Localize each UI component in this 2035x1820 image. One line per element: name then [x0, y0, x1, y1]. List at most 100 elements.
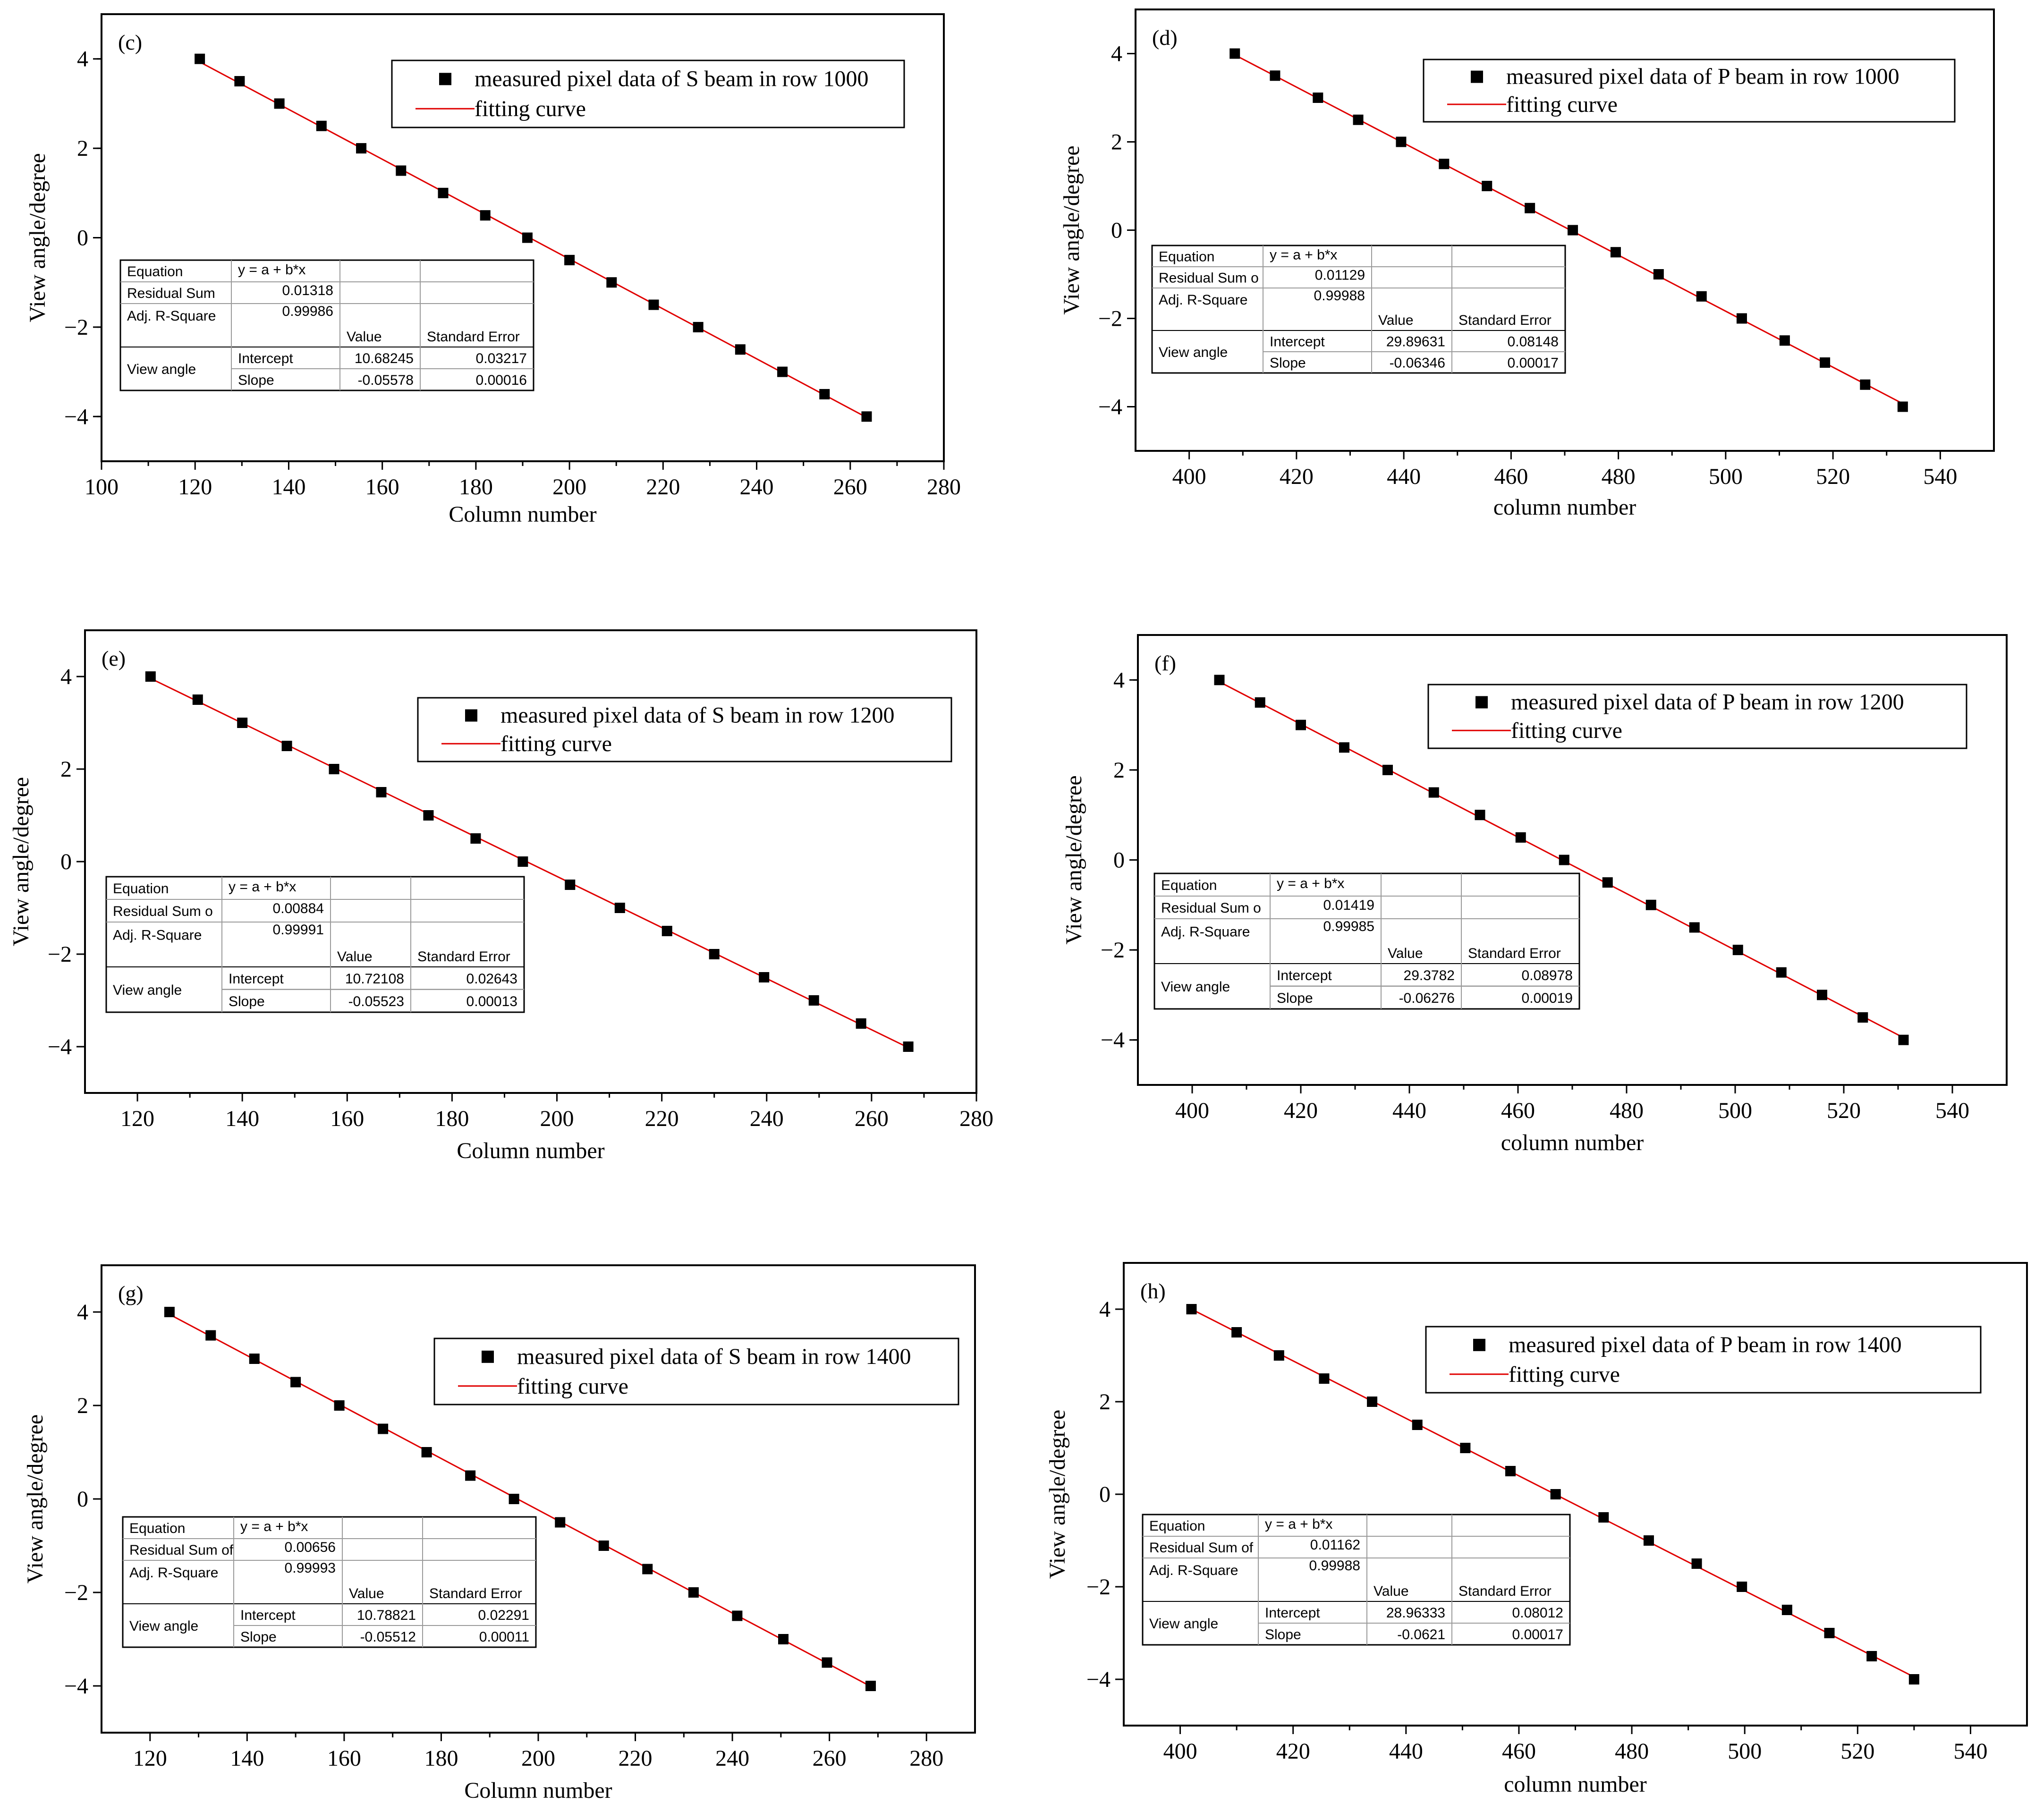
chart-panel-g: 120 140 160 180 200 220 240 260 280 −4 −2 0 2 4 Column…: [23, 1264, 976, 1803]
table-stderr-header: Standard Error: [1458, 313, 1552, 328]
data-point: [564, 254, 575, 265]
fit-results-table: Equation y = a + b*x Residual Sum o 0.01129…: [1151, 245, 1566, 374]
data-point: [1824, 1628, 1835, 1638]
table-intercept-label: Intercept: [1265, 1605, 1320, 1621]
legend-label-line: fitting curve: [1511, 718, 1622, 743]
data-point: [329, 764, 339, 774]
y-tick-label: −4: [64, 1674, 88, 1699]
table-residual-value: 0.00656: [285, 1540, 336, 1555]
x-tick-label: 200: [521, 1746, 555, 1771]
y-tick-label: 0: [60, 849, 72, 874]
x-tick-label: 140: [225, 1106, 259, 1131]
y-tick-label: −2: [1086, 1575, 1111, 1600]
legend-label-points: measured pixel data of S beam in row 140…: [517, 1344, 911, 1369]
data-point: [1645, 899, 1656, 910]
table-r2-value: 0.99988: [1309, 1558, 1360, 1574]
y-tick-label: −4: [64, 404, 88, 429]
fitting-curve-line: [169, 1313, 871, 1687]
table-equation-value: y = a + b*x: [1277, 876, 1344, 891]
table-equation-value: y = a + b*x: [1265, 1516, 1332, 1532]
table-intercept-label: Intercept: [1270, 334, 1325, 350]
data-point: [421, 1447, 432, 1457]
x-tick-label: 280: [909, 1746, 943, 1771]
data-point: [1313, 93, 1323, 103]
data-point: [281, 741, 292, 751]
table-group-label: View angle: [129, 1618, 198, 1634]
x-tick-label: 440: [1392, 1098, 1426, 1123]
panel-label: (g): [118, 1281, 144, 1305]
table-slope-label: Slope: [1277, 990, 1313, 1006]
y-tick-label: 4: [77, 1300, 88, 1325]
table-slope-label: Slope: [1270, 356, 1306, 371]
x-tick-label: 520: [1827, 1098, 1861, 1123]
legend-label-points: measured pixel data of S beam in row 120…: [500, 703, 894, 728]
legend-marker-points: [439, 73, 451, 85]
data-point: [1776, 967, 1787, 978]
data-point: [1439, 159, 1450, 169]
table-slope-label: Slope: [229, 994, 265, 1009]
data-point: [1231, 1327, 1242, 1337]
data-point: [1515, 832, 1526, 843]
data-point: [517, 856, 528, 867]
x-tick-label: 520: [1840, 1739, 1874, 1764]
data-point: [1781, 1605, 1792, 1615]
data-point: [396, 165, 407, 176]
y-axis-label: View angle/degree: [1059, 145, 1084, 314]
x-tick-label: 500: [1718, 1098, 1752, 1123]
panel-label: (f): [1154, 651, 1176, 675]
y-tick-label: 0: [1099, 1482, 1111, 1507]
table-r2-value: 0.99985: [1323, 919, 1374, 934]
data-point: [145, 671, 156, 682]
data-point: [1505, 1466, 1516, 1476]
data-point: [378, 1423, 389, 1434]
data-point: [1866, 1651, 1877, 1661]
legend-label-points: measured pixel data of P beam in row 120…: [1511, 689, 1904, 714]
y-tick-label: 4: [1111, 42, 1122, 67]
y-tick-label: 0: [1111, 218, 1122, 243]
x-tick-label: 440: [1389, 1739, 1423, 1764]
legend-box: [1423, 59, 1956, 123]
fitting-curve-line: [150, 677, 909, 1049]
chart-panel-f: 400 420 440 460 480 500 520 540 −4 −2 0 2 4 column nu…: [1061, 634, 2008, 1155]
table-intercept-value: 29.89631: [1386, 334, 1445, 350]
x-tick-label: 240: [740, 474, 774, 499]
table-residual-label: Residual Sum o: [113, 904, 213, 919]
x-tick-label: 140: [230, 1746, 264, 1771]
x-tick-label: 480: [1615, 1739, 1649, 1764]
y-axis-label: View angle/degree: [25, 153, 50, 322]
fit-results-table: Equation y = a + b*x Residual Sum of 0.0116…: [1142, 1514, 1571, 1646]
table-equation-label: Equation: [129, 1521, 185, 1536]
table-equation-label: Equation: [127, 264, 183, 279]
y-tick-label: 4: [60, 664, 72, 689]
legend-marker-points: [482, 1350, 494, 1363]
x-tick-label: 200: [540, 1106, 574, 1131]
table-r2-label: Adj. R-Square: [129, 1565, 218, 1581]
y-axis-label: View angle/degree: [1061, 775, 1086, 944]
data-point: [1525, 203, 1535, 213]
data-point: [1820, 357, 1831, 368]
panel-label: (e): [102, 646, 126, 670]
y-tick-label: −2: [48, 942, 72, 967]
y-tick-label: 4: [1099, 1297, 1111, 1322]
table-intercept-value: 29.3782: [1404, 968, 1455, 983]
x-tick-label: 540: [1953, 1739, 1987, 1764]
x-tick-label: 540: [1923, 464, 1957, 489]
data-point: [1737, 1582, 1747, 1592]
x-tick-label: 260: [833, 474, 867, 499]
data-point: [1736, 313, 1747, 324]
table-residual-value: 0.01419: [1323, 897, 1374, 913]
data-point: [1270, 70, 1280, 81]
table-intercept-se: 0.08978: [1522, 968, 1573, 983]
x-tick-label: 400: [1172, 464, 1206, 489]
table-r2-label: Adj. R-Square: [113, 928, 202, 943]
y-tick-label: −4: [48, 1034, 72, 1059]
y-tick-label: 2: [60, 757, 72, 782]
legend-label-points: measured pixel data of P beam in row 140…: [1509, 1332, 1902, 1357]
table-intercept-value: 10.72108: [345, 971, 404, 987]
x-tick-label: 500: [1728, 1739, 1762, 1764]
data-point: [237, 718, 248, 728]
table-value-header: Value: [1388, 946, 1423, 961]
data-point: [1653, 269, 1664, 279]
data-point: [614, 903, 625, 913]
x-tick-label: 440: [1387, 464, 1421, 489]
